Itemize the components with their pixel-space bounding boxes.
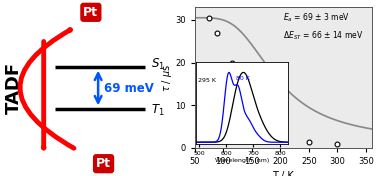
FancyArrowPatch shape — [20, 30, 74, 148]
Text: Pt: Pt — [84, 6, 98, 19]
FancyArrowPatch shape — [43, 42, 44, 148]
Text: Pt: Pt — [96, 157, 111, 170]
X-axis label: T / K: T / K — [272, 171, 294, 176]
Text: $T_1$: $T_1$ — [151, 103, 164, 118]
Text: $E_a$ = 69 ± 3 meV
$\Delta E_{ST}$ = 66 ± 14 meV: $E_a$ = 69 ± 3 meV $\Delta E_{ST}$ = 66 … — [283, 11, 364, 42]
Text: $S_1$: $S_1$ — [151, 57, 165, 72]
Y-axis label: $\tau$ / $\mu$s: $\tau$ / $\mu$s — [160, 63, 174, 92]
Text: TADF: TADF — [5, 62, 23, 114]
Text: 69 meV: 69 meV — [104, 81, 153, 95]
